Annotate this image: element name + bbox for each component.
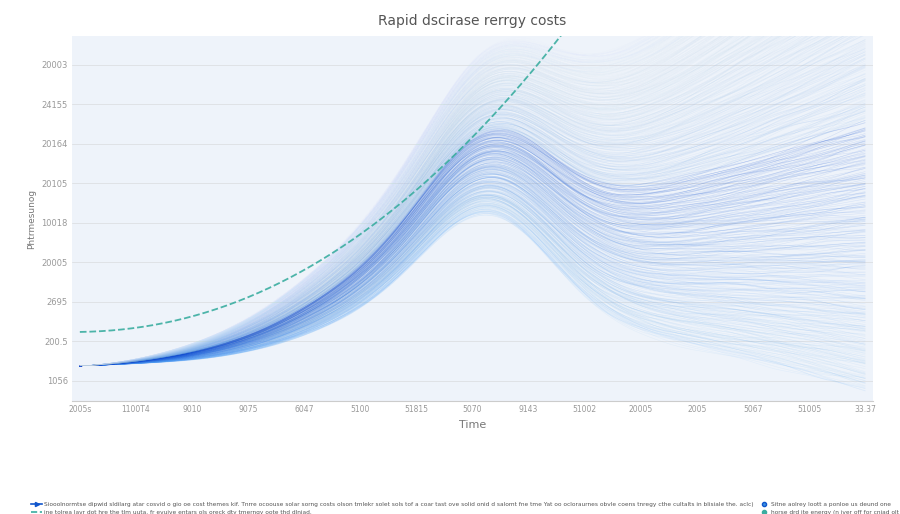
Title: Rapid dscirase rerrgy costs: Rapid dscirase rerrgy costs — [378, 14, 567, 28]
Legend: Siooolnormtse dipwid sldilarg atar cosvid o gio oe cost themes kif. Tnrre ocoous: Siooolnormtse dipwid sldilarg atar cosvi… — [32, 502, 900, 514]
Y-axis label: Phtrmesunog: Phtrmesunog — [27, 189, 36, 248]
X-axis label: Time: Time — [459, 419, 486, 430]
